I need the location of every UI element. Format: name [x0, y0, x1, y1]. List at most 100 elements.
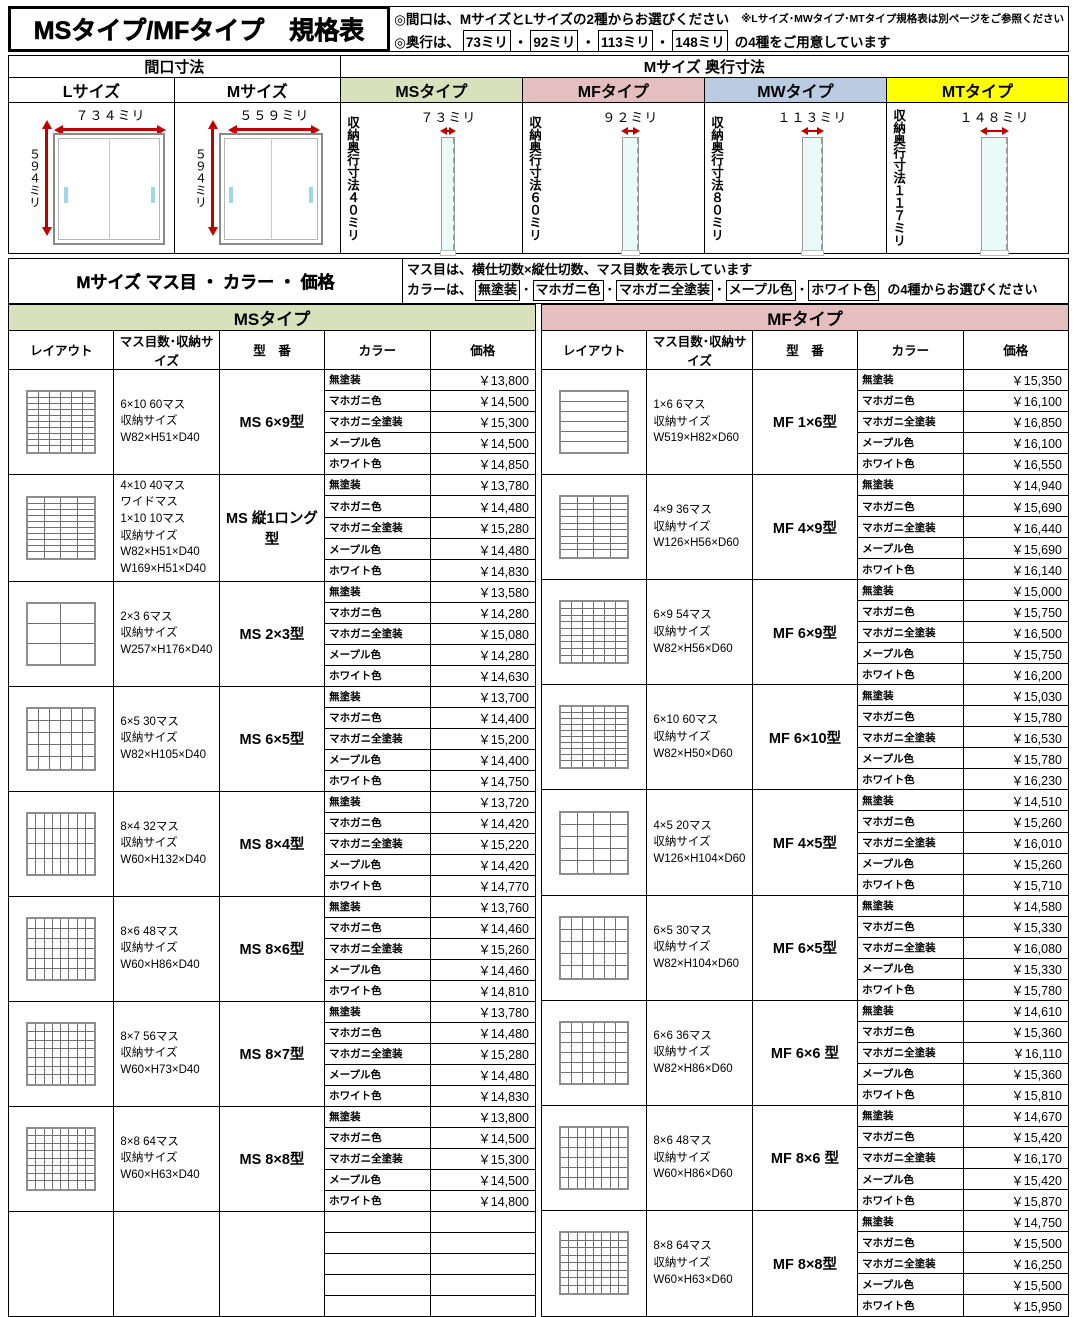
ms-color-cell: マホガニ全塗装 — [324, 937, 431, 960]
table-row: 4×9 36マス 収納サイズ W126×H56×D60 MF 4×9型 無塗装 ￥14,9… — [540, 473, 1070, 581]
ms-price-cell — [429, 1210, 537, 1233]
mf-color-cell: メープル色 — [857, 1167, 964, 1191]
ms-color-cell: マホガニ全塗装 — [324, 622, 431, 645]
mf-spec-cell: 4×9 36マス 収納サイズ W126×H56×D60 — [646, 473, 753, 581]
mf-price-cell: ￥16,100 — [962, 431, 1070, 454]
table-row: 8×6 48マス 収納サイズ W60×H86×D40 MS 8×6型 無塗装 ￥13,76… — [7, 895, 537, 1002]
table-row: メープル色 ￥15,330 — [541, 957, 1070, 980]
mf-price-cell: ￥15,500 — [962, 1231, 1070, 1254]
spec-line: W82×H50×D60 — [653, 747, 733, 760]
table-row: 6×9 54マス 収納サイズ W82×H56×D60 MF 6×9型 無塗装 ￥15,00… — [540, 579, 1070, 686]
ms-color-cell: マホガニ全塗装 — [324, 1147, 431, 1170]
ms-column-header-model: 型 番 — [218, 329, 326, 370]
spec-line: 収納サイズ — [653, 415, 711, 428]
mf-color-cell: 無塗装 — [857, 1210, 964, 1233]
ms-color-cell: ホワイト色 — [324, 1189, 431, 1212]
mf-price-cell: ￥16,010 — [962, 831, 1070, 854]
table-row: マホガニ色 ￥15,330 — [541, 915, 1070, 938]
mf-color-cell: ホワイト色 — [857, 452, 964, 475]
spec-line: 収納サイズ — [653, 941, 711, 954]
ms-price-cell: ￥14,850 — [429, 452, 537, 475]
header-note-depth-prefix: ◎奥行は、 — [394, 35, 460, 50]
size-header-m: Mサイズ — [173, 77, 341, 103]
spec-line: 収納サイズ — [120, 942, 178, 955]
ms-color-cell: マホガニ色 — [324, 601, 431, 624]
spec-line: 6×6 36マス — [653, 1029, 712, 1042]
mf-price-cell: ￥14,940 — [962, 473, 1070, 497]
ms-color-cell: マホガニ色 — [324, 1021, 431, 1044]
spec-line: 6×10 60マス — [653, 714, 719, 727]
table-row: マホガニ色 ￥15,780 — [541, 705, 1070, 728]
ms-color-cell: 無塗装 — [324, 580, 431, 603]
ms-layout-cell — [7, 790, 115, 897]
table-row: メープル色 ￥14,480 — [9, 537, 537, 561]
mf-color-cell: メープル色 — [857, 431, 964, 454]
ms-spec-cell: 8×6 48マス 収納サイズ W60×H86×D40 — [113, 895, 220, 1002]
price-section-notes: マス目は、横仕切数×縦仕切数、マス目数を表示しています カラーは、 無塗装･マホガ… — [402, 258, 1069, 304]
depth-inner-label-mw: 収納奥行寸法８０ミリ — [708, 115, 723, 241]
ms-spec-cell: 6×5 30マス 収納サイズ W82×H105×D40 — [113, 685, 220, 792]
ms-price-cell: ￥14,500 — [429, 1168, 537, 1191]
mf-color-cell: マホガニ全塗装 — [857, 410, 964, 433]
ms-color-cell: ホワイト色 — [324, 452, 431, 475]
ms-color-cell: 無塗装 — [324, 790, 431, 813]
mf-spec-cell: 6×6 36マス 収納サイズ W82×H86×D60 — [646, 999, 753, 1106]
mf-layout-cell — [540, 579, 648, 686]
ms-layout-cell — [7, 473, 115, 582]
mf-color-cell: ホワイト色 — [857, 1083, 964, 1106]
mf-color-cell: ホワイト色 — [857, 663, 964, 686]
mf-price-cell: ￥16,110 — [962, 1041, 1070, 1064]
layout-diagram — [559, 705, 630, 770]
spec-line: 収納サイズ — [120, 837, 178, 850]
header-notes: ◎間口は、MサイズとLサイズの2種からお選びください ※Lサイズ･MWタイプ･M… — [390, 6, 1069, 52]
mf-color-cell: 無塗装 — [857, 789, 964, 812]
table-row — [7, 1210, 537, 1317]
mf-color-cell: マホガニ色 — [857, 389, 964, 412]
ms-model-cell: MS 8×7型 — [218, 1000, 326, 1107]
layout-diagram — [559, 915, 630, 980]
ms-column-header-spec: マス目数･収納サイズ — [113, 329, 220, 370]
spec-line: W519×H82×D60 — [653, 432, 740, 445]
table-row: メープル色 ￥15,260 — [541, 852, 1070, 875]
mf-color-cell: マホガニ全塗装 — [857, 516, 964, 539]
dimension-type-headers: Lサイズ Mサイズ MSタイプ MFタイプ MWタイプ MTタイプ — [8, 77, 1070, 103]
ms-spec-cell: 8×8 64マス 収納サイズ W60×H63×D40 — [113, 1105, 220, 1212]
depth-drawing-mw: 収納奥行寸法８０ミリ １１３ミリ — [703, 102, 887, 256]
ms-price-cell: ￥13,760 — [429, 895, 537, 918]
mf-price-cell: ￥15,420 — [962, 1125, 1070, 1148]
door-body-l — [53, 133, 166, 245]
spec-line: 収納サイズ — [653, 731, 711, 744]
ms-price-cell: ￥15,220 — [429, 832, 537, 855]
mf-price-cell: ￥16,440 — [962, 516, 1070, 539]
layout-diagram — [26, 495, 97, 560]
spec-line: 収納サイズ — [653, 1151, 711, 1164]
ms-price-cell: ￥14,420 — [429, 853, 537, 876]
dimension-section-titles: 間口寸法 Mサイズ 奥行寸法 — [8, 55, 1070, 78]
type-header-row: MSタイプ — [7, 303, 537, 331]
ms-color-cell: 無塗装 — [324, 685, 431, 708]
mf-price-cell: ￥15,690 — [962, 537, 1070, 560]
ms-price-cell: ￥15,280 — [429, 1042, 537, 1065]
mf-price-cell: ￥15,750 — [962, 600, 1070, 623]
spec-line: 収納サイズ — [120, 627, 178, 640]
ms-color-cell — [324, 1294, 431, 1317]
mf-color-cell: 無塗装 — [857, 894, 964, 917]
table-row: マホガニ全塗装 ￥16,080 — [541, 936, 1070, 959]
ms-price-cell: ￥13,580 — [429, 580, 537, 603]
ms-spec-cell: 8×7 56マス 収納サイズ W60×H73×D40 — [113, 1000, 220, 1107]
page-title: MSタイプ/MFタイプ 規格表 — [8, 6, 391, 52]
spec-line: 8×8 64マス — [653, 1240, 712, 1253]
depth-option-113: 113ミリ — [597, 30, 653, 52]
table-row: マホガニ全塗装 ￥15,260 — [9, 937, 537, 960]
ms-layout-cell — [7, 895, 115, 1002]
mf-spec-cell: 8×8 64マス 収納サイズ W60×H63×D60 — [646, 1210, 753, 1317]
mf-price-cell: ￥15,420 — [962, 1167, 1070, 1191]
mf-price-cell: ￥15,500 — [962, 1273, 1070, 1296]
mf-price-cell: ￥15,750 — [962, 642, 1070, 665]
ms-price-cell: ￥14,460 — [429, 916, 537, 939]
table-row: メープル色 ￥14,280 — [9, 643, 537, 666]
table-row: メープル色 ￥15,360 — [541, 1062, 1070, 1085]
table-row: マホガニ全塗装 ￥15,220 — [9, 832, 537, 855]
mf-model-cell: MF 6×6 型 — [751, 999, 859, 1106]
column-header-row: レイアウト マス目数･収納サイズ型 番カラー 価格 — [7, 329, 537, 370]
